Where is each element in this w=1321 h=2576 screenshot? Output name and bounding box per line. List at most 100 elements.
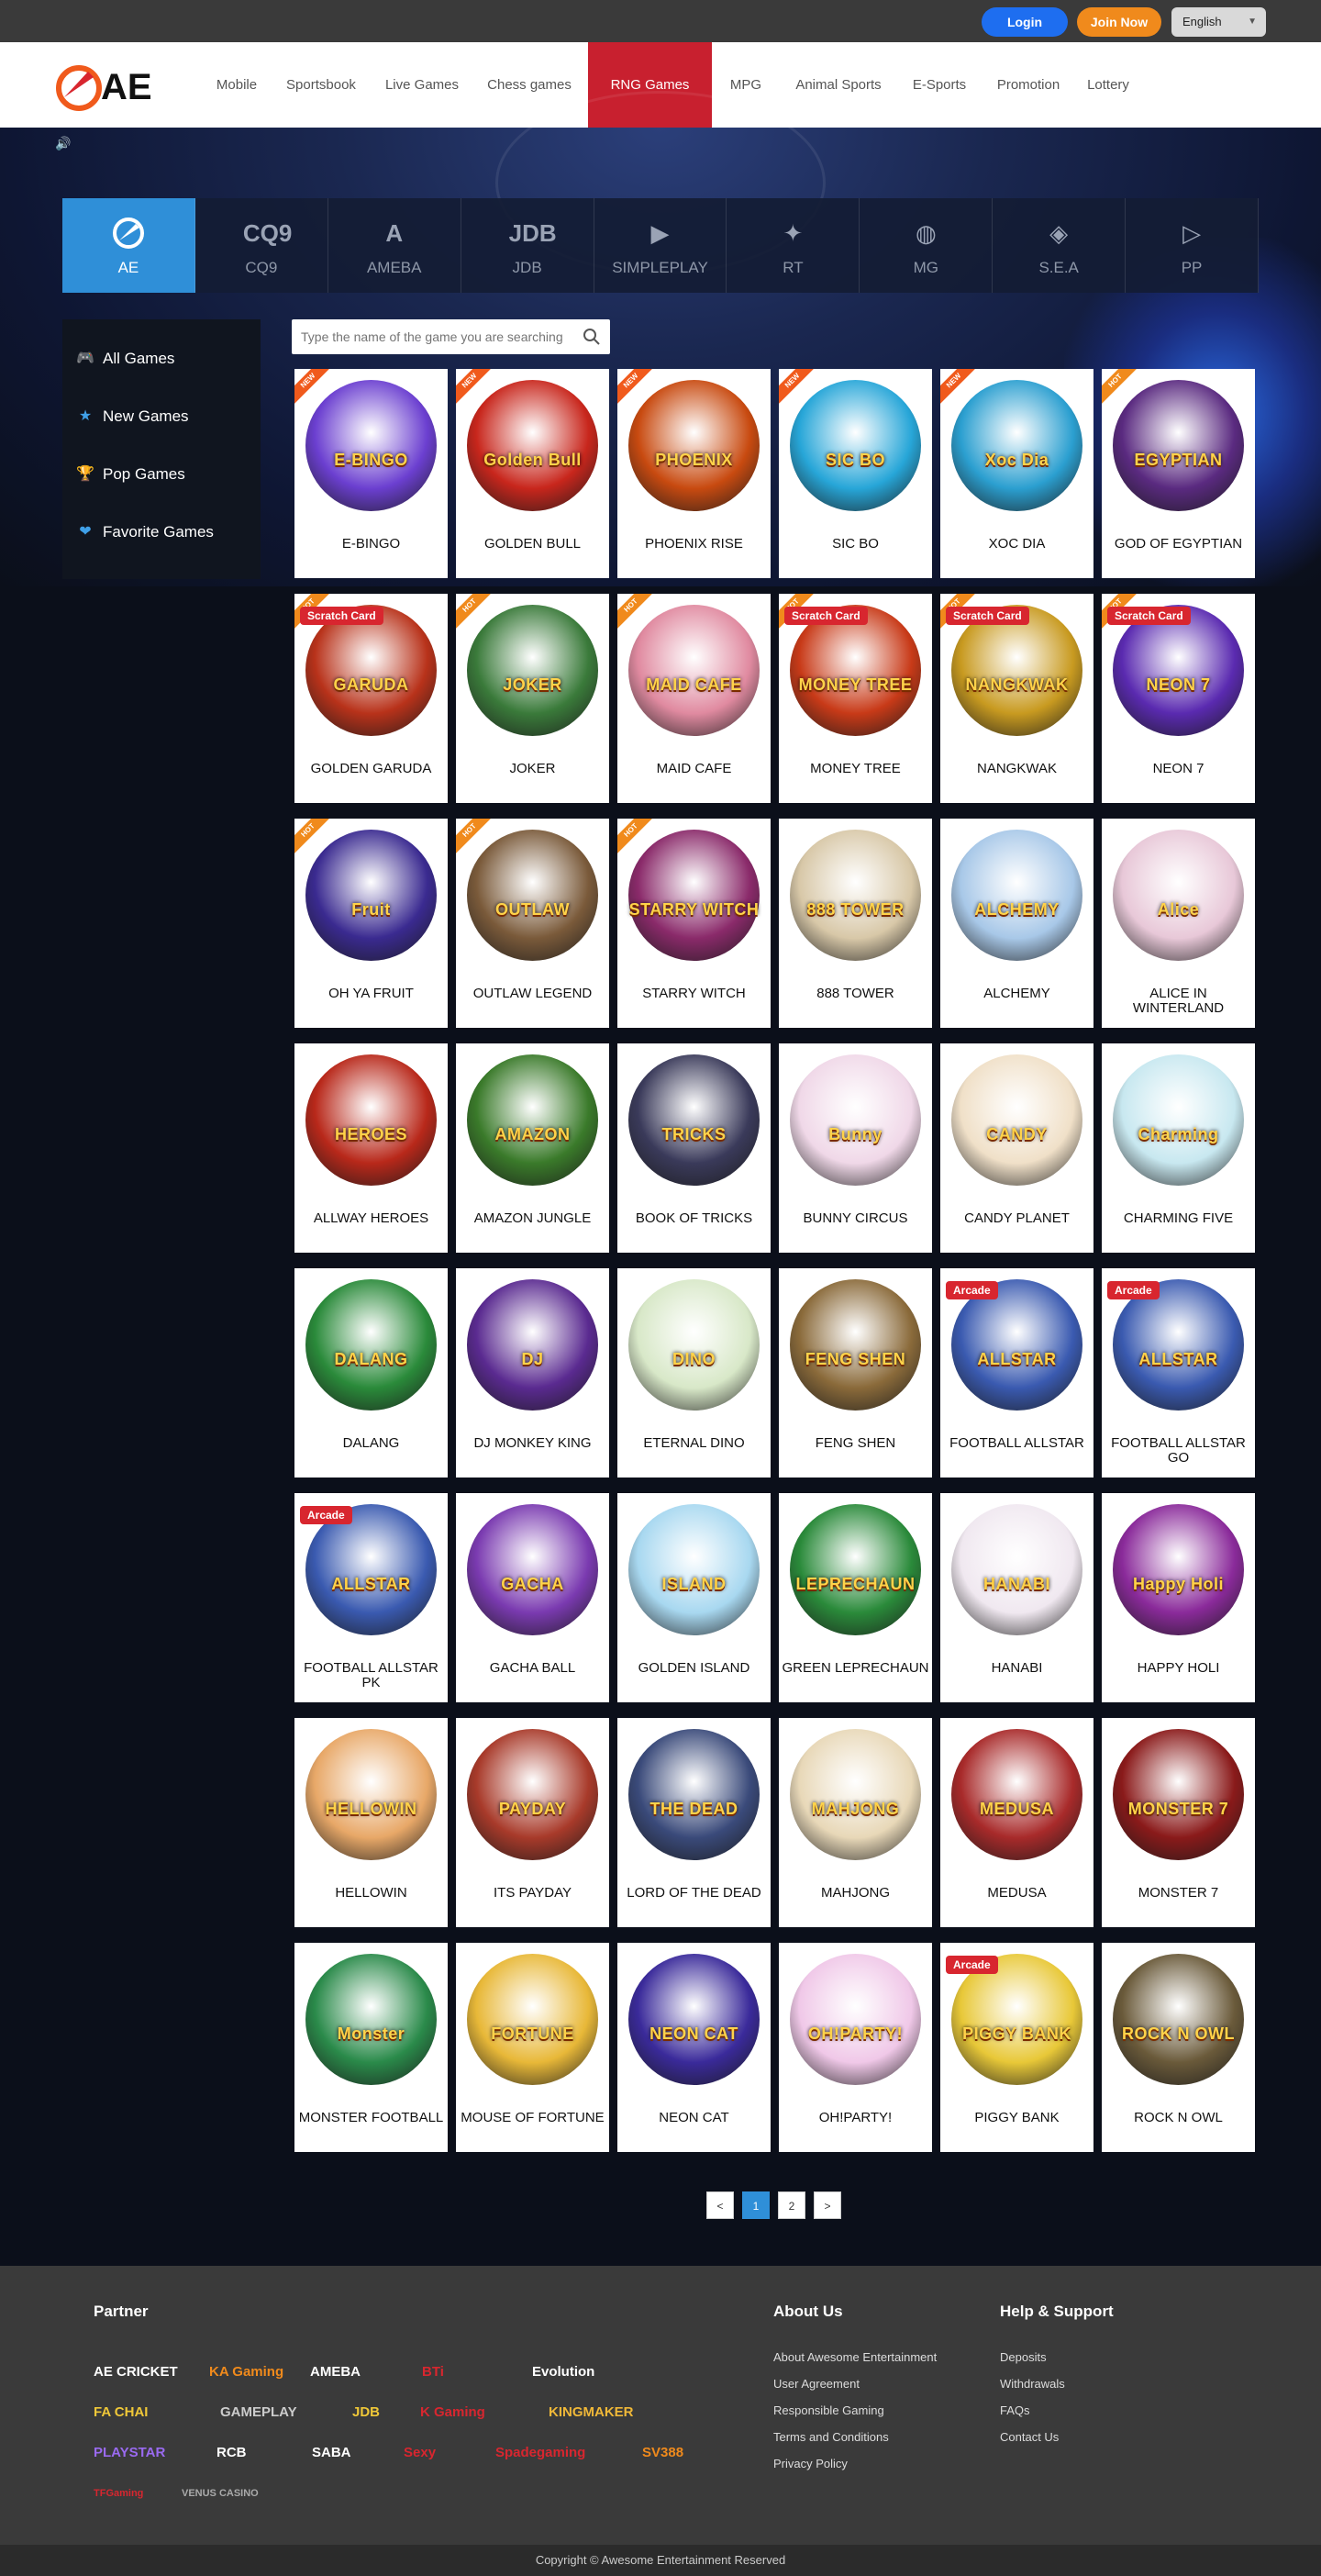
nav-item-lottery[interactable]: Lottery	[1087, 77, 1129, 93]
game-card[interactable]: STARRY WITCH HOT STARRY WITCH	[617, 819, 771, 1028]
game-card[interactable]: ALLSTAR Arcade FOOTBALL ALLSTAR	[940, 1268, 1093, 1478]
game-card[interactable]: NEON CAT NEON CAT	[617, 1943, 771, 2152]
site-logo[interactable]: AE	[51, 57, 180, 114]
game-card[interactable]: PHOENIX NEW PHOENIX RISE	[617, 369, 771, 578]
game-art-title: OH!PARTY!	[807, 2024, 904, 2044]
game-card[interactable]: HELLOWIN HELLOWIN	[294, 1718, 448, 1927]
game-card[interactable]: PAYDAY ITS PAYDAY	[456, 1718, 609, 1927]
game-card[interactable]: LEPRECHAUN GREEN LEPRECHAUN	[779, 1493, 932, 1702]
sidebar-item-new-games[interactable]: ★ New Games	[75, 403, 189, 430]
game-card[interactable]: TRICKS BOOK OF TRICKS	[617, 1043, 771, 1253]
game-card[interactable]: GARUDA HOT Scratch Card GOLDEN GARUDA	[294, 594, 448, 803]
login-button[interactable]: Login	[982, 7, 1068, 37]
game-card[interactable]: ALCHEMY ALCHEMY	[940, 819, 1093, 1028]
game-card[interactable]: ALLSTAR Arcade FOOTBALL ALLSTAR PK	[294, 1493, 448, 1702]
sidebar-item-favorite-games[interactable]: ❤ Favorite Games	[75, 519, 214, 546]
game-name: ROCK N OWL	[1134, 2110, 1223, 2125]
game-card[interactable]: Happy Holi HAPPY HOLI	[1102, 1493, 1255, 1702]
game-thumbnail: FORTUNE	[467, 1954, 598, 2085]
game-card[interactable]: Alice ALICE IN WINTERLAND	[1102, 819, 1255, 1028]
game-name: XOC DIA	[988, 536, 1046, 552]
nav-item-mobile[interactable]: Mobile	[216, 77, 258, 93]
game-card[interactable]: OUTLAW HOT OUTLAW LEGEND	[456, 819, 609, 1028]
game-card[interactable]: HEROES ALLWAY HEROES	[294, 1043, 448, 1253]
game-card[interactable]: JOKER HOT JOKER	[456, 594, 609, 803]
nav-item-sportsbook[interactable]: Sportsbook	[286, 77, 356, 93]
game-card[interactable]: Monster MONSTER FOOTBALL	[294, 1943, 448, 2152]
game-card[interactable]: MONEY TREE HOT Scratch Card MONEY TREE	[779, 594, 932, 803]
language-select[interactable]: English ▼	[1171, 7, 1266, 37]
footer-link-privacy-policy[interactable]: Privacy Policy	[773, 2457, 848, 2470]
nav-item-live-games[interactable]: Live Games	[384, 77, 460, 93]
sidebar-item-pop-games[interactable]: 🏆 Pop Games	[75, 461, 185, 488]
game-card[interactable]: NEON 7 HOT Scratch Card NEON 7	[1102, 594, 1255, 803]
game-card[interactable]: GACHA GACHA BALL	[456, 1493, 609, 1702]
footer-link-faqs[interactable]: FAQs	[1000, 2403, 1030, 2417]
footer-link-about-awesome-entertainment[interactable]: About Awesome Entertainment	[773, 2350, 938, 2364]
nav-item-promotion[interactable]: Promotion	[996, 77, 1060, 93]
game-card[interactable]: CANDY CANDY PLANET	[940, 1043, 1093, 1253]
game-card[interactable]: PIGGY BANK Arcade PIGGY BANK	[940, 1943, 1093, 2152]
footer-link-responsible-gaming[interactable]: Responsible Gaming	[773, 2403, 884, 2417]
game-card[interactable]: Golden Bull NEW GOLDEN BULL	[456, 369, 609, 578]
game-name: JOKER	[509, 761, 556, 776]
game-card[interactable]: DJ DJ MONKEY KING	[456, 1268, 609, 1478]
provider-label: S.E.A	[1038, 259, 1079, 276]
game-card[interactable]: EGYPTIAN HOT GOD OF EGYPTIAN	[1102, 369, 1255, 578]
pagination-page-1[interactable]: 1	[742, 2191, 770, 2219]
game-card[interactable]: FENG SHEN FENG SHEN	[779, 1268, 932, 1478]
game-card[interactable]: Fruit HOT OH YA FRUIT	[294, 819, 448, 1028]
provider-tab-pp[interactable]: ▷ PP	[1126, 198, 1260, 293]
game-thumbnail: NEON CAT	[628, 1954, 760, 2085]
game-card[interactable]: Charming CHARMING FIVE	[1102, 1043, 1255, 1253]
nav-item-animal-sports[interactable]: Animal Sports	[795, 77, 882, 93]
footer-link-deposits[interactable]: Deposits	[1000, 2350, 1047, 2364]
game-card[interactable]: SIC BO NEW SIC BO	[779, 369, 932, 578]
game-card[interactable]: E-BINGO NEW E-BINGO	[294, 369, 448, 578]
pagination-page-2[interactable]: 2	[778, 2191, 805, 2219]
game-card[interactable]: THE DEAD LORD OF THE DEAD	[617, 1718, 771, 1927]
provider-tab-ae[interactable]: AE	[62, 198, 195, 293]
game-card[interactable]: MEDUSA MEDUSA	[940, 1718, 1093, 1927]
search-input[interactable]	[301, 319, 576, 354]
footer-link-withdrawals[interactable]: Withdrawals	[1000, 2377, 1065, 2391]
provider-tab-ameba[interactable]: A AMEBA	[328, 198, 461, 293]
game-name: GOLDEN BULL	[483, 536, 582, 552]
game-name: PIGGY BANK	[974, 2110, 1060, 2125]
game-card[interactable]: OH!PARTY! OH!PARTY!	[779, 1943, 932, 2152]
game-card[interactable]: ALLSTAR Arcade FOOTBALL ALLSTAR GO	[1102, 1268, 1255, 1478]
join-now-button[interactable]: Join Now	[1077, 7, 1161, 37]
game-card[interactable]: MAID CAFE HOT MAID CAFE	[617, 594, 771, 803]
game-card[interactable]: 888 TOWER 888 TOWER	[779, 819, 932, 1028]
speaker-icon[interactable]: 🔊	[55, 136, 72, 151]
nav-item-e-sports[interactable]: E-Sports	[912, 77, 967, 93]
provider-tab-jdb[interactable]: JDB JDB	[461, 198, 594, 293]
footer-link-user-agreement[interactable]: User Agreement	[773, 2377, 860, 2391]
pagination-prev-button[interactable]: <	[706, 2191, 734, 2219]
game-card[interactable]: DINO ETERNAL DINO	[617, 1268, 771, 1478]
game-card[interactable]: DALANG DALANG	[294, 1268, 448, 1478]
game-card[interactable]: Bunny BUNNY CIRCUS	[779, 1043, 932, 1253]
pagination-next-button[interactable]: >	[814, 2191, 841, 2219]
search-icon[interactable]	[583, 328, 601, 346]
game-card[interactable]: FORTUNE MOUSE OF FORTUNE	[456, 1943, 609, 2152]
game-art-title: EGYPTIAN	[1134, 451, 1223, 470]
game-card[interactable]: MONSTER 7 MONSTER 7	[1102, 1718, 1255, 1927]
sidebar-item-all-games[interactable]: 🎮 All Games	[75, 345, 174, 373]
footer-link-terms-and-conditions[interactable]: Terms and Conditions	[773, 2430, 889, 2444]
footer-link-contact-us[interactable]: Contact Us	[1000, 2430, 1060, 2444]
provider-tab-s-e-a[interactable]: ◈ S.E.A	[993, 198, 1127, 293]
game-card[interactable]: ISLAND GOLDEN ISLAND	[617, 1493, 771, 1702]
game-card[interactable]: HANABI HANABI	[940, 1493, 1093, 1702]
nav-item-mpg[interactable]: MPG	[729, 77, 762, 93]
provider-tab-cq9[interactable]: CQ9 CQ9	[195, 198, 328, 293]
game-card[interactable]: ROCK N OWL ROCK N OWL	[1102, 1943, 1255, 2152]
game-card[interactable]: AMAZON AMAZON JUNGLE	[456, 1043, 609, 1253]
game-card[interactable]: NANGKWAK HOT Scratch Card NANGKWAK	[940, 594, 1093, 803]
provider-tab-simpleplay[interactable]: ▶ SIMPLEPLAY	[594, 198, 727, 293]
provider-tab-mg[interactable]: ◍ MG	[860, 198, 994, 293]
provider-tab-rt[interactable]: ✦ RT	[727, 198, 860, 293]
game-card[interactable]: Xoc Dia NEW XOC DIA	[940, 369, 1093, 578]
game-card[interactable]: MAHJONG MAHJONG	[779, 1718, 932, 1927]
nav-item-chess-games[interactable]: Chess games	[487, 77, 572, 93]
